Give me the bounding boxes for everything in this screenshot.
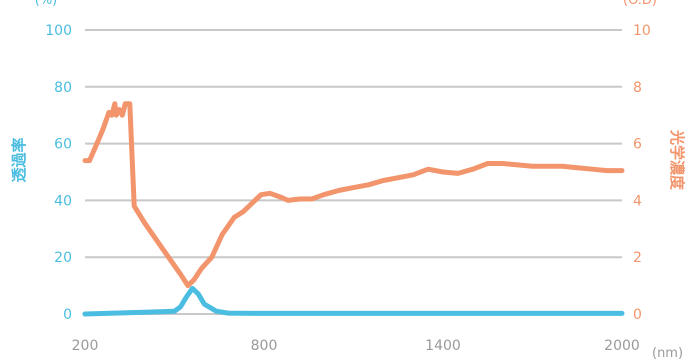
right-axis-ticks: 0 2 4 6 8 10 [633,23,651,323]
x-tick-label: 2000 [604,338,640,354]
transmittance-line [82,285,625,317]
right-axis-unit: (O.D) [623,0,657,8]
right-tick-label: 8 [633,80,642,96]
left-tick-label: 80 [54,80,72,96]
x-axis-ticks: 200 800 1400 2000 [72,338,640,354]
optical_density-line [82,101,625,289]
left-axis-label: 透過率 [10,137,28,182]
left-tick-label: 0 [63,307,72,323]
x-tick-label: 1400 [425,338,461,354]
grid-lines [85,29,622,315]
right-tick-label: 6 [633,137,642,153]
x-tick-label: 200 [72,338,99,354]
left-tick-label: 40 [54,193,72,209]
right-tick-label: 4 [633,193,642,209]
right-tick-label: 10 [633,23,651,39]
left-tick-label: 100 [45,23,72,39]
series-layer [82,101,625,317]
x-tick-label: 800 [251,338,278,354]
right-axis-label: 光学濃度 [668,129,685,191]
right-tick-label: 2 [633,250,642,266]
right-tick-label: 0 [633,307,642,323]
left-tick-label: 20 [54,250,72,266]
x-axis-unit: (nm) [652,346,683,360]
left-axis-ticks: 0 20 40 60 80 100 [45,23,72,323]
left-tick-label: 60 [54,137,72,153]
left-axis-unit: (%) [35,0,58,8]
